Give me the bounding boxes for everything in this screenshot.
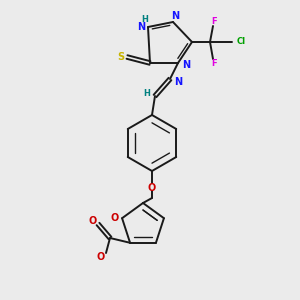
Text: N: N bbox=[137, 22, 145, 32]
Text: H: H bbox=[142, 14, 148, 23]
Text: H: H bbox=[144, 88, 150, 98]
Text: O: O bbox=[111, 213, 119, 223]
Text: N: N bbox=[171, 11, 179, 21]
Text: O: O bbox=[148, 183, 156, 193]
Text: F: F bbox=[211, 16, 217, 26]
Text: O: O bbox=[89, 216, 97, 226]
Text: O: O bbox=[97, 252, 105, 262]
Text: N: N bbox=[174, 77, 182, 87]
Text: Cl: Cl bbox=[236, 38, 246, 46]
Text: S: S bbox=[117, 52, 124, 62]
Text: N: N bbox=[182, 60, 190, 70]
Text: F: F bbox=[211, 59, 217, 68]
